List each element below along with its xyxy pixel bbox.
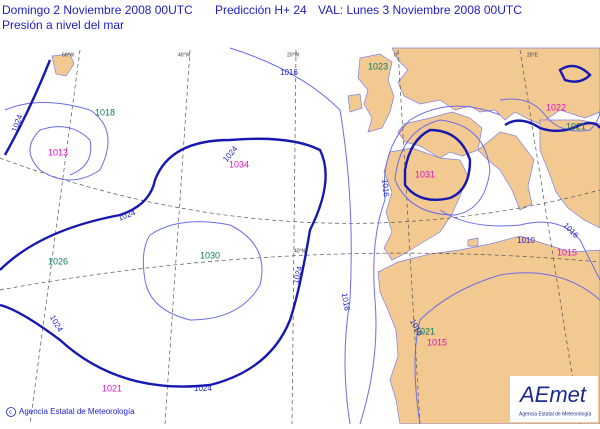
isobar-label: 1010 <box>517 236 535 245</box>
isobar-label: 1016 <box>380 179 391 198</box>
center-label: 1034 <box>229 159 249 169</box>
isobar-label: 1016 <box>280 68 298 77</box>
valid-date: VAL: Lunes 3 Noviembre 2008 00UTC <box>318 3 522 17</box>
center-label: 1013 <box>48 147 68 157</box>
center-label: 1021 <box>102 383 122 393</box>
forecast: Predicción H+ 24 <box>215 3 307 17</box>
logo-box <box>510 376 598 422</box>
center-label: 1015 <box>557 247 577 257</box>
center-label: 1018 <box>95 107 115 117</box>
isobar-label: 1016 <box>340 292 352 312</box>
isobar-label: 1024 <box>48 313 65 333</box>
logo: AEmet <box>518 382 587 407</box>
center-label: 1023 <box>368 61 388 71</box>
grid-label: 60°W <box>62 52 75 58</box>
center-label: 1021 <box>566 121 586 131</box>
isobar-label: 1024 <box>117 208 137 223</box>
center-label: 1026 <box>48 256 68 266</box>
center-label: 1021 <box>415 326 435 336</box>
copyright-c: c <box>9 410 12 416</box>
center-label: 1015 <box>427 337 447 347</box>
credit: Agencia Estatal de Meteorología <box>19 407 135 416</box>
field: Presión a nivel del mar <box>2 18 124 32</box>
isobars <box>0 47 600 425</box>
grid-label: 20°E <box>527 52 539 58</box>
center-label: 1031 <box>415 169 435 179</box>
graticule <box>0 49 600 425</box>
center-label: 1022 <box>546 102 566 112</box>
copyright-icon <box>6 407 16 417</box>
grid-label: 0° <box>394 52 399 58</box>
logo-caption: Agencia Estatal de Meteorología <box>519 411 591 417</box>
isobar-label: 1024 <box>194 384 212 393</box>
grid-label: 20°W <box>287 52 300 58</box>
center-label: 1030 <box>200 250 220 260</box>
grid-label: 40°W <box>178 52 191 58</box>
run-date: Domingo 2 Noviembre 2008 00UTC <box>2 3 193 17</box>
pressure-centers: 1018 1013 1034 1030 1026 1021 1023 1031 … <box>48 61 586 393</box>
grid-label: 40°N <box>294 248 306 254</box>
